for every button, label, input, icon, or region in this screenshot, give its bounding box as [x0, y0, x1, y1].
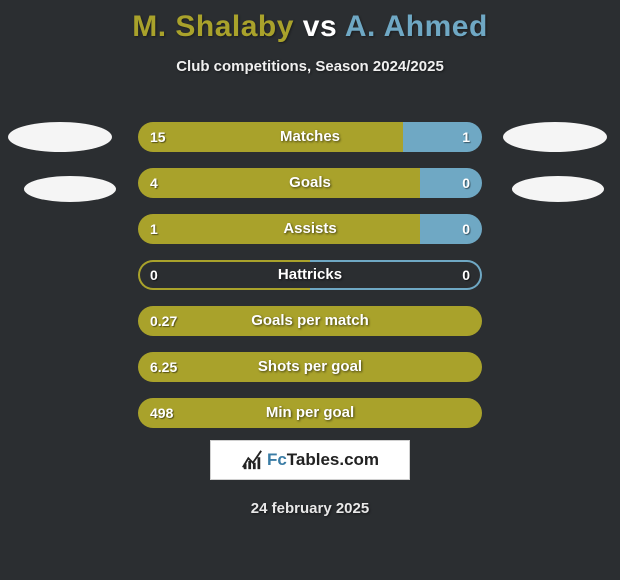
logo-text: FcTables.com	[267, 450, 379, 470]
stat-label: Goals	[138, 168, 482, 198]
stat-row: 10Assists	[138, 214, 482, 244]
player2-name: A. Ahmed	[345, 10, 488, 43]
team-badge-placeholder	[503, 122, 607, 152]
stat-label: Hattricks	[138, 260, 482, 290]
stat-row: 151Matches	[138, 122, 482, 152]
stat-label: Assists	[138, 214, 482, 244]
stat-label: Goals per match	[138, 306, 482, 336]
stat-row: 6.25Shots per goal	[138, 352, 482, 382]
stats-bars: 151Matches 40Goals 10Assists 00Hattricks 0.2…	[138, 122, 482, 444]
stat-label: Min per goal	[138, 398, 482, 428]
stat-row: 40Goals	[138, 168, 482, 198]
chart-icon	[241, 449, 263, 471]
stat-row: 00Hattricks	[138, 260, 482, 290]
stat-row: 0.27Goals per match	[138, 306, 482, 336]
stat-label: Shots per goal	[138, 352, 482, 382]
team-badge-placeholder	[8, 122, 112, 152]
stat-row: 498Min per goal	[138, 398, 482, 428]
stat-label: Matches	[138, 122, 482, 152]
player1-name: M. Shalaby	[132, 10, 294, 43]
date-label: 24 february 2025	[0, 500, 620, 517]
fctables-logo: FcTables.com	[210, 440, 410, 480]
comparison-title: M. Shalaby vs A. Ahmed	[0, 0, 620, 44]
team-badge-placeholder	[24, 176, 116, 202]
subtitle: Club competitions, Season 2024/2025	[0, 58, 620, 75]
team-badge-placeholder	[512, 176, 604, 202]
vs-text: vs	[303, 10, 337, 43]
